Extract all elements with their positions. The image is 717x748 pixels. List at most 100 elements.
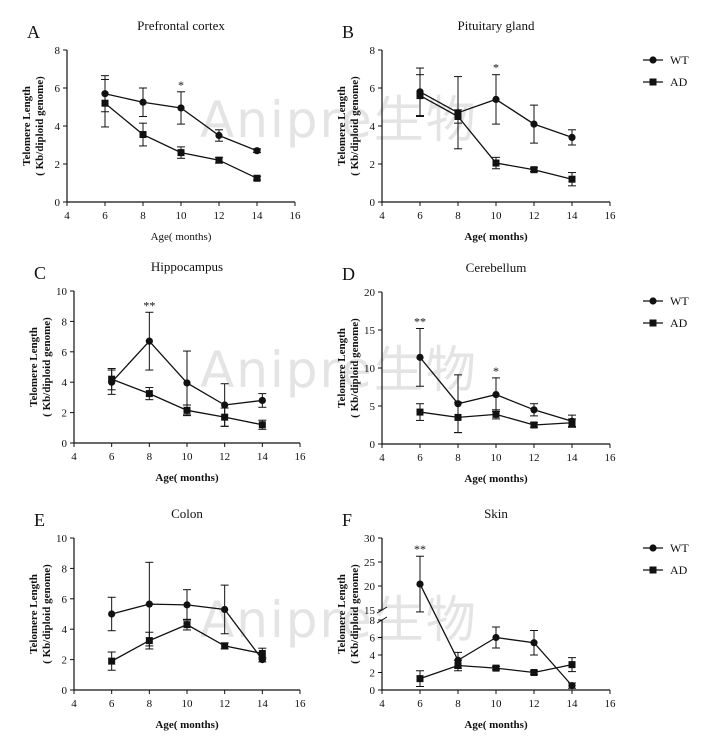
y-axis-label: Telomere Length — [28, 574, 40, 654]
legend-marker-wt — [649, 544, 657, 552]
data-point-ad — [215, 156, 223, 164]
panel-a: A Prefrontal cortex 4 6 8 10 12 14 16 Age( months… — [21, 18, 301, 243]
legend-marker-ad — [649, 78, 657, 86]
data-point-wt — [530, 120, 538, 128]
data-point-wt — [183, 601, 191, 609]
x-tick-label: 8 — [455, 698, 461, 710]
data-point-ad — [568, 419, 576, 427]
legend-marker-ad — [649, 319, 657, 327]
data-point-ad — [108, 375, 116, 383]
data-point-ad — [258, 421, 266, 429]
significance-marker: ** — [414, 314, 426, 328]
y-tick-label: 20 — [364, 581, 376, 593]
panel-letter: C — [34, 263, 46, 283]
data-point-wt — [492, 633, 500, 642]
data-point-ad — [221, 642, 229, 650]
data-point-ad — [454, 662, 462, 669]
panel-e: E Colon 4 6 8 10 12 14 16 Age( months) 0 2 4 6 8 10 Telo… — [28, 506, 306, 731]
y-tick-label: 15 — [364, 605, 376, 617]
y-tick-label: 6 — [62, 594, 68, 606]
y-tick-label: 8 — [62, 563, 68, 575]
y-tick-label: 8 — [370, 615, 376, 627]
x-tick-label: 14 — [567, 210, 579, 222]
y-axis-label: Telomere Length — [21, 86, 33, 166]
y-tick-label: 4 — [370, 650, 376, 662]
data-point-ad — [183, 621, 191, 629]
x-tick-label: 12 — [219, 698, 230, 710]
data-point-ad — [416, 675, 424, 683]
y-tick-label: 0 — [370, 685, 376, 697]
y-tick-label: 6 — [55, 83, 61, 95]
y-axis-label: ( Kb/diploid genome) — [34, 76, 46, 176]
legend-label-ad: AD — [670, 563, 688, 577]
panel-title: Prefrontal cortex — [137, 18, 225, 33]
x-tick-label: 12 — [214, 210, 225, 222]
y-tick-label: 0 — [62, 685, 68, 697]
data-point-ad — [492, 159, 500, 167]
y-tick-label: 10 — [364, 363, 376, 375]
panel-letter: A — [27, 22, 40, 42]
x-tick-label: 10 — [182, 698, 194, 710]
legend: WT AD — [643, 53, 689, 89]
y-tick-label: 6 — [62, 347, 68, 359]
y-tick-label: 8 — [62, 316, 68, 328]
data-point-ad — [454, 413, 462, 421]
x-tick-label: 14 — [257, 698, 269, 710]
x-tick-label: 4 — [379, 452, 385, 464]
data-point-ad — [568, 661, 576, 669]
y-axis-label: Telomere Length — [28, 327, 40, 407]
significance-marker: * — [493, 364, 499, 378]
legend-label-ad: AD — [670, 75, 688, 89]
data-point-ad — [416, 408, 424, 416]
data-point-ad — [183, 406, 191, 414]
x-tick-label: 14 — [567, 698, 579, 710]
x-tick-label: 6 — [417, 210, 423, 222]
x-tick-label: 4 — [64, 210, 70, 222]
data-point-wt — [492, 95, 500, 103]
data-point-ad — [221, 413, 229, 421]
y-axis-label: Telomere Length — [336, 328, 348, 408]
x-tick-label: 4 — [379, 698, 385, 710]
y-axis-label: Telomere Length — [336, 86, 348, 166]
y-tick-label: 0 — [62, 438, 68, 450]
y-tick-label: 4 — [55, 121, 61, 133]
x-tick-label: 14 — [252, 210, 264, 222]
y-tick-label: 30 — [364, 533, 376, 545]
panel-letter: B — [342, 22, 354, 42]
data-point-ad — [145, 637, 153, 645]
data-point-wt — [145, 600, 153, 608]
data-point-ad — [101, 99, 109, 107]
x-axis-label: Age( months) — [155, 719, 219, 731]
y-tick-label: 2 — [370, 668, 376, 680]
y-tick-label: 0 — [370, 439, 376, 451]
data-point-ad — [568, 175, 576, 183]
x-tick-label: 16 — [295, 698, 307, 710]
y-tick-label: 0 — [370, 197, 376, 209]
x-tick-label: 16 — [290, 210, 302, 222]
x-tick-label: 8 — [140, 210, 146, 222]
x-tick-label: 12 — [529, 698, 540, 710]
significance-marker: * — [178, 78, 184, 92]
data-point-wt — [145, 337, 153, 345]
data-point-wt — [108, 610, 116, 618]
x-tick-label: 4 — [71, 698, 77, 710]
data-point-ad — [416, 92, 424, 100]
legend-label-wt: WT — [670, 53, 689, 67]
data-point-ad — [258, 650, 266, 658]
data-point-ad — [530, 669, 538, 676]
y-tick-label: 15 — [364, 325, 376, 337]
x-tick-label: 6 — [109, 451, 115, 463]
y-tick-label: 6 — [370, 633, 376, 645]
data-point-wt — [183, 379, 191, 387]
x-tick-label: 12 — [529, 452, 540, 464]
data-point-ad — [139, 131, 147, 139]
y-tick-label: 0 — [55, 197, 61, 209]
x-axis-label: Age( months) — [151, 231, 212, 243]
data-point-wt — [177, 104, 185, 112]
legend-marker-wt — [649, 297, 657, 305]
y-axis-label: ( Kb/diploid genome) — [349, 76, 361, 176]
data-point-wt — [416, 580, 424, 588]
x-tick-label: 4 — [379, 210, 385, 222]
